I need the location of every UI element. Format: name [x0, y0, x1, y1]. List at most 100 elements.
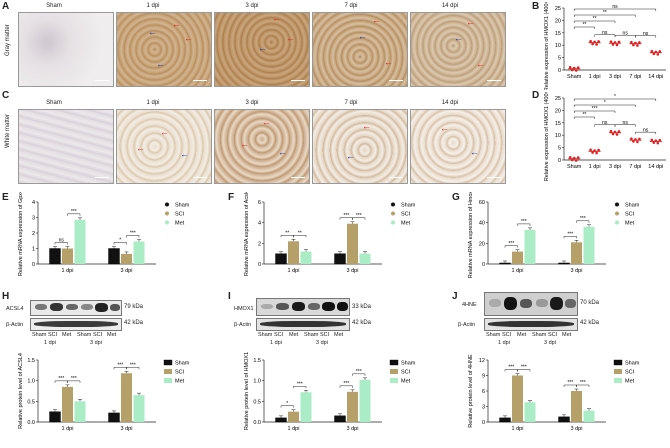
data-point: [654, 50, 658, 54]
x-tick-label: 3 dpi: [347, 426, 359, 432]
legend-swatch: [389, 359, 399, 366]
micrograph-white-3dpi: [214, 109, 310, 184]
bar: [74, 219, 86, 264]
y-tick-label: 6: [258, 200, 261, 206]
arrow-blue-icon: ←: [358, 31, 367, 41]
significance-bracket: [573, 20, 616, 23]
y-tick-label: 1.5: [27, 358, 35, 364]
blot-j-control-label: β-Actin: [458, 322, 476, 328]
legend-label: Met: [175, 379, 185, 385]
x-tick-label: Sham: [567, 164, 582, 170]
blot-i-target-kda: 33 kDa: [352, 304, 372, 310]
data-point: [611, 132, 615, 136]
significance-label: ***: [343, 213, 349, 219]
y-axis-label: Relative expression of HMOX1 (400× field…: [544, 92, 550, 181]
bar: [583, 226, 595, 264]
blot-j-lane: Sham: [486, 332, 501, 338]
micro-title-c-sham: Sham: [46, 100, 62, 106]
panel-label-d: D: [532, 90, 540, 101]
bar: [512, 375, 523, 422]
legend-label: Sham: [625, 203, 640, 209]
blot-j-lane: SCI: [502, 332, 512, 338]
significance-bracket: [573, 104, 636, 107]
data-point: [570, 68, 574, 72]
bar: [512, 251, 523, 264]
bar: [275, 417, 287, 423]
micro-title-a-1dpi: 1 dpi: [146, 3, 160, 9]
data-point: [615, 43, 619, 47]
blot-i-target-label: HMOX1: [234, 306, 254, 312]
x-tick-label: 3 dpi: [609, 164, 621, 170]
significance-bracket: [113, 242, 127, 245]
blot-j-lane: Met: [562, 332, 572, 338]
legend-label: Sham: [175, 203, 190, 209]
x-tick-label: 3 dpi: [347, 268, 359, 274]
blot-i-control-kda: 42 kDa: [352, 320, 372, 326]
legend-label: Met: [625, 221, 635, 227]
significance-bracket: [573, 98, 657, 101]
significance-label: ***: [580, 380, 586, 386]
x-tick-label: 14 dpi: [648, 74, 663, 80]
legend-label: Met: [625, 379, 635, 385]
data-point: [595, 43, 598, 46]
y-tick-label: 1.0: [27, 379, 35, 385]
y-tick-label: 2: [32, 231, 35, 237]
bar: [288, 241, 299, 264]
legend-label: SCI: [401, 212, 411, 218]
gray-matter-label: Gray matter: [5, 24, 11, 56]
bar: [524, 229, 536, 264]
significance-label: ns: [623, 120, 629, 126]
data-point: [636, 140, 639, 144]
micrograph-gray-7dpi: [312, 12, 408, 87]
micrograph-gray-3dpi: [214, 12, 310, 87]
significance-bracket: [573, 14, 636, 17]
x-tick-label: 1 dpi: [288, 426, 300, 432]
bar: [558, 262, 570, 265]
arrow-red-icon: ←: [172, 19, 181, 29]
y-tick-label: 1.0: [253, 379, 261, 385]
bar: [334, 415, 346, 423]
legend-swatch: [164, 378, 172, 383]
blot-i-lane: Met: [334, 332, 344, 338]
significance-bracket: [339, 385, 353, 388]
legend-swatch: [163, 359, 173, 366]
significance-bracket: [504, 245, 518, 248]
significance-bracket: [67, 213, 81, 216]
legend-swatch: [390, 378, 398, 383]
data-point: [589, 39, 592, 43]
legend-label: Sham: [175, 361, 190, 367]
x-tick-label: 3 dpi: [609, 74, 621, 80]
blot-i-lane: SCI: [274, 332, 284, 338]
significance-bracket: [614, 124, 636, 127]
significance-label: ***: [521, 219, 527, 225]
micro-title-c-1dpi: 1 dpi: [146, 100, 160, 106]
micrograph-gray-sham: [18, 12, 114, 87]
y-axis-label: Relative protein level of 4HNE: [468, 354, 474, 428]
bar: [121, 253, 132, 264]
arrow-red-icon: ←: [466, 17, 475, 27]
y-tick-label: 0: [558, 158, 561, 164]
blot-h-lane: SCI: [48, 332, 58, 338]
blot-j-group: 3 dpi: [544, 340, 556, 346]
significance-label: ns: [602, 120, 608, 126]
legend-swatch: [391, 211, 395, 216]
data-point: [591, 42, 594, 46]
arrow-blue-icon: ←: [470, 147, 479, 157]
significance-label: *: [614, 94, 616, 100]
blot-j-lane: Sham: [532, 332, 547, 338]
arrow-red-icon: ←: [372, 15, 381, 25]
legend-swatch: [165, 220, 169, 225]
micro-title-a-sham: Sham: [46, 3, 62, 9]
y-tick-label: 9: [482, 374, 485, 380]
arrow-red-icon: ←: [362, 121, 371, 131]
significance-label: ns: [643, 31, 649, 37]
data-point: [576, 66, 580, 69]
arrow-red-icon: ←: [476, 59, 485, 69]
data-point: [652, 52, 656, 56]
y-axis-label: Relative protein level of ACSL4: [18, 353, 24, 429]
blot-j-group: 1 dpi: [498, 340, 510, 346]
y-tick-label: 20: [555, 18, 561, 24]
panel-label-a: A: [2, 1, 10, 12]
panel-label-h: H: [2, 291, 10, 302]
data-point: [652, 141, 656, 144]
